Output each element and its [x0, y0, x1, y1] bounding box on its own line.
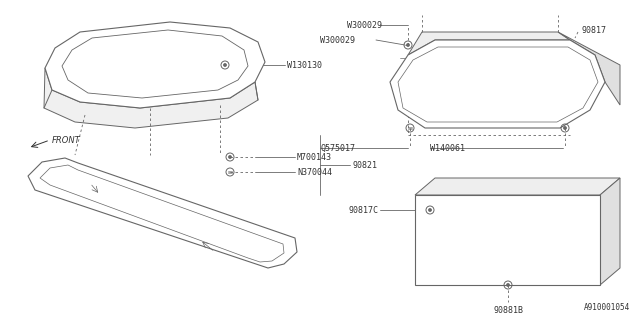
Polygon shape: [44, 68, 258, 128]
Circle shape: [564, 127, 566, 129]
Text: W300029: W300029: [347, 20, 382, 29]
Polygon shape: [415, 178, 620, 195]
Text: W300029: W300029: [320, 36, 355, 44]
Text: 90817C: 90817C: [348, 205, 378, 214]
Polygon shape: [408, 32, 570, 55]
Polygon shape: [558, 32, 620, 105]
Polygon shape: [28, 158, 297, 268]
Polygon shape: [62, 30, 248, 98]
Text: 90817: 90817: [582, 26, 607, 35]
Circle shape: [229, 156, 231, 158]
Polygon shape: [398, 47, 598, 122]
Text: 90881B: 90881B: [493, 306, 523, 315]
Circle shape: [407, 44, 409, 46]
Text: M700143: M700143: [297, 153, 332, 162]
Polygon shape: [415, 195, 600, 285]
Polygon shape: [40, 165, 284, 262]
Polygon shape: [390, 40, 605, 128]
Text: W140061: W140061: [430, 143, 465, 153]
Polygon shape: [45, 22, 265, 108]
Circle shape: [224, 64, 226, 66]
Circle shape: [507, 284, 509, 286]
Text: FRONT: FRONT: [52, 135, 81, 145]
Text: A910001054: A910001054: [584, 303, 630, 312]
Text: 90821: 90821: [352, 161, 377, 170]
Polygon shape: [600, 178, 620, 285]
Circle shape: [429, 209, 431, 211]
Text: W130130: W130130: [287, 60, 322, 69]
Text: Q575017: Q575017: [320, 143, 355, 153]
Text: N370044: N370044: [297, 167, 332, 177]
